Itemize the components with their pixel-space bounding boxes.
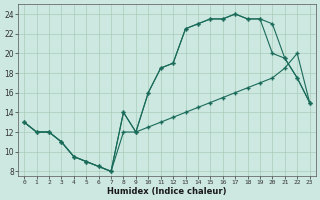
X-axis label: Humidex (Indice chaleur): Humidex (Indice chaleur) [107,187,227,196]
